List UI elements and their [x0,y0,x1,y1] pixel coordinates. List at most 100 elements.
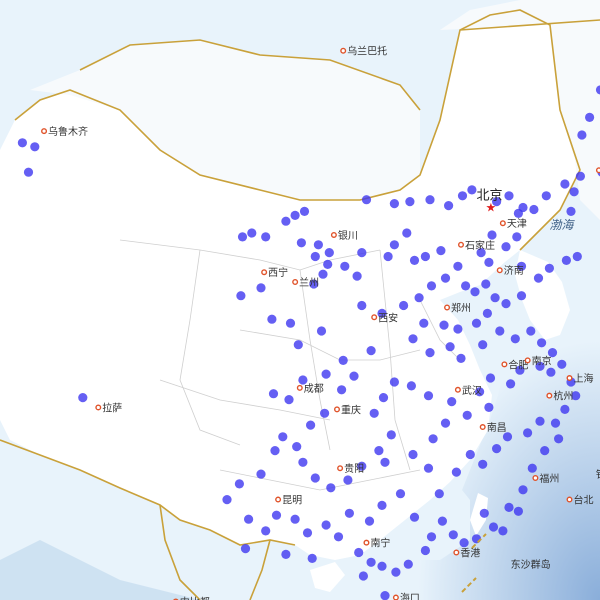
data-point[interactable] [467,185,477,195]
data-point[interactable] [357,248,367,258]
data-point[interactable] [461,281,471,291]
data-point[interactable] [244,514,254,524]
data-point[interactable] [293,340,303,350]
data-point[interactable] [338,355,348,365]
data-point[interactable] [30,142,40,152]
data-point[interactable] [320,408,330,418]
data-point[interactable] [498,526,508,536]
data-point[interactable] [445,342,455,352]
data-point[interactable] [321,520,331,530]
data-point[interactable] [516,261,527,271]
data-point[interactable] [292,442,302,452]
data-point[interactable] [515,365,525,375]
data-point[interactable] [560,179,570,189]
data-point[interactable] [409,512,420,522]
data-point[interactable] [510,334,520,344]
data-point[interactable] [453,324,463,334]
data-point[interactable] [316,326,327,336]
data-point[interactable] [391,567,401,577]
data-point[interactable] [377,500,387,510]
data-point[interactable] [554,434,564,444]
data-point[interactable] [261,232,271,242]
data-point[interactable] [284,395,294,405]
data-point[interactable] [577,130,587,140]
data-point[interactable] [492,197,502,207]
data-point[interactable] [310,473,320,483]
data-point[interactable] [236,291,246,301]
data-point[interactable] [377,308,387,318]
data-point[interactable] [357,461,367,471]
data-point[interactable] [504,191,514,201]
data-point[interactable] [547,348,558,358]
data-point[interactable] [501,242,511,252]
data-point[interactable] [487,230,497,240]
data-point[interactable] [457,191,468,201]
data-point[interactable] [550,418,561,428]
data-point[interactable] [476,248,486,258]
data-point[interactable] [484,257,494,267]
data-point[interactable] [440,273,451,283]
data-point[interactable] [425,195,435,205]
data-point[interactable] [488,522,499,532]
data-point[interactable] [333,532,344,542]
data-point[interactable] [420,251,430,262]
data-point[interactable] [270,446,280,456]
data-point[interactable] [459,538,469,548]
data-point[interactable] [374,446,384,456]
data-point[interactable] [575,171,586,181]
data-point[interactable] [343,475,353,485]
data-point[interactable] [298,375,308,385]
data-point[interactable] [298,457,308,467]
data-point[interactable] [307,553,317,564]
data-point[interactable] [408,334,418,344]
data-point[interactable] [389,377,399,387]
data-point[interactable] [366,557,376,567]
data-point[interactable] [389,240,399,250]
data-point[interactable] [518,202,528,213]
data-point[interactable] [426,532,437,542]
data-point[interactable] [512,232,522,242]
data-point[interactable] [420,545,430,556]
data-point[interactable] [475,387,485,397]
data-point[interactable] [405,197,415,207]
data-point[interactable] [523,428,533,438]
data-point[interactable] [403,559,413,569]
data-point[interactable] [344,508,354,518]
data-point[interactable] [378,393,389,403]
data-point[interactable] [526,326,536,336]
data-point[interactable] [408,449,418,460]
data-point[interactable] [306,420,316,430]
data-point[interactable] [504,502,514,512]
data-point[interactable] [516,291,527,301]
data-point[interactable] [546,367,556,377]
data-point[interactable] [490,293,500,303]
data-point[interactable] [406,381,416,391]
data-point[interactable] [281,549,291,560]
data-point[interactable] [323,259,333,269]
data-point[interactable] [380,591,390,600]
data-point[interactable] [23,167,34,177]
data-point[interactable] [299,206,310,216]
data-point[interactable] [513,506,524,516]
data-point[interactable] [369,408,379,418]
data-point[interactable] [440,418,451,428]
data-point[interactable] [240,544,251,554]
data-point[interactable] [423,391,434,401]
data-point[interactable] [278,432,288,442]
data-point[interactable] [296,238,306,248]
data-point[interactable] [358,571,368,581]
data-point[interactable] [492,444,502,454]
data-point[interactable] [518,485,528,495]
data-point[interactable] [470,287,480,297]
data-point[interactable] [247,228,257,238]
data-point[interactable] [326,483,336,493]
data-point[interactable] [402,228,412,238]
data-point[interactable] [354,547,364,558]
data-point[interactable] [471,534,482,544]
data-point[interactable] [267,314,277,324]
data-point[interactable] [234,479,244,489]
data-point[interactable] [409,255,420,265]
data-point[interactable] [377,561,387,571]
data-point[interactable] [426,281,437,291]
